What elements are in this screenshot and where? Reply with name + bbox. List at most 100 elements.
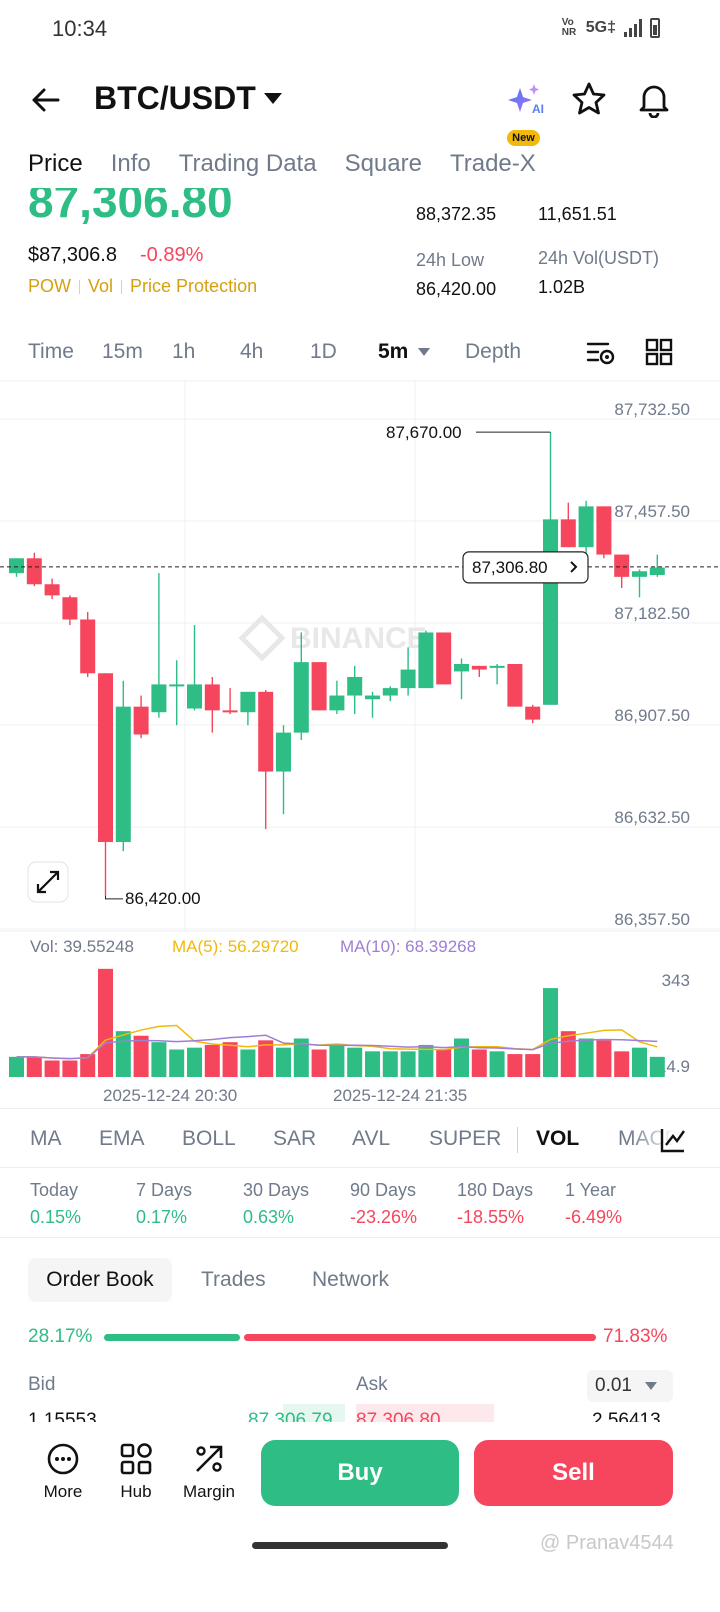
interval-time[interactable]: Time [28, 340, 74, 363]
perf-value: 0.15% [30, 1207, 82, 1227]
buy-button[interactable]: Buy [261, 1440, 459, 1506]
indicator-ma[interactable]: MA [30, 1127, 62, 1150]
layout-button[interactable] [645, 338, 673, 366]
chart-settings-icon [586, 342, 615, 365]
candle-body [418, 632, 434, 689]
current-price-tag[interactable]: 87,306.80 [462, 551, 589, 584]
volume-bar [578, 1038, 594, 1077]
favorite-button[interactable] [570, 80, 608, 118]
candle-body [115, 706, 131, 843]
bid-qty: 1.15553 [28, 1410, 97, 1422]
back-button[interactable] [28, 82, 64, 118]
volume-bar [115, 1031, 131, 1077]
price-chart[interactable]: BINANCE 87,732.50 87,457.50 87,182.50 86,90… [0, 380, 720, 1106]
interval-caret-icon[interactable] [418, 348, 430, 356]
interval-5m-selected[interactable]: 5m [378, 340, 409, 363]
volume-axis-min: 14.9 [657, 1057, 690, 1076]
volume-ma10-label: MA(10): 68.39268 [340, 937, 476, 956]
tag-vol[interactable]: Vol [88, 276, 114, 296]
candle-body [329, 695, 345, 711]
indicator-boll[interactable]: BOLL [182, 1127, 236, 1150]
candle-body [471, 665, 487, 670]
tag-price-protection[interactable]: Price Protection [130, 276, 258, 296]
tab-network[interactable]: Network [312, 1268, 390, 1291]
status-icons: Vo NR 5G‡ [562, 18, 660, 38]
volume-bar [240, 1049, 256, 1077]
perf-label: 30 Days [243, 1180, 310, 1200]
tab-trades[interactable]: Trades [201, 1268, 266, 1291]
ai-label: AI [532, 102, 544, 116]
perf-90d: 90 Days -23.26% [350, 1180, 417, 1228]
indicator-vol[interactable]: VOL [536, 1127, 580, 1150]
volume-axis-max: 343 [662, 971, 690, 990]
y-tick-label: 87,732.50 [614, 400, 690, 419]
interval-15m[interactable]: 15m [102, 340, 143, 363]
bell-icon [639, 85, 669, 119]
last-price-container: 87,306.80 [28, 188, 288, 224]
ask-qty: 2.56413 [592, 1410, 661, 1422]
x-tick-2: 2025-12-24 21:35 [333, 1086, 467, 1105]
interval-1h[interactable]: 1h [172, 340, 196, 363]
perf-180d: 180 Days -18.55% [457, 1180, 533, 1228]
precision-select[interactable]: 0.01 [587, 1370, 673, 1402]
volume-bar [649, 1056, 665, 1077]
candle-body [98, 673, 113, 843]
perf-7d: 7 Days 0.17% [136, 1180, 192, 1228]
candle-body [632, 571, 647, 577]
chart-settings-button[interactable] [586, 338, 616, 368]
expand-button[interactable] [27, 861, 69, 903]
chevron-right-icon [570, 561, 578, 573]
ask-price: 87,306.80 [356, 1410, 441, 1422]
interval-4h[interactable]: 4h [240, 340, 264, 363]
pair-title: BTC/USDT [94, 80, 256, 116]
candle-body [276, 732, 291, 772]
tab-info[interactable]: Info [110, 150, 151, 177]
tag-pow[interactable]: POW [28, 276, 71, 296]
candle-body [240, 691, 256, 713]
candle-body [560, 519, 576, 548]
interval-1d[interactable]: 1D [310, 340, 337, 363]
tab-price[interactable]: Price [28, 150, 83, 177]
home-indicator[interactable] [252, 1542, 448, 1549]
usd-price: $87,306.8 [28, 244, 117, 266]
more-button[interactable]: More [28, 1442, 98, 1502]
tab-trade-x[interactable]: Trade-X New [450, 130, 540, 178]
indicator-divider [517, 1127, 518, 1153]
volume-bar [204, 1044, 220, 1077]
volume-bar [418, 1044, 434, 1077]
volume-bar [293, 1038, 309, 1077]
candle-body [489, 665, 505, 668]
candle-body [311, 662, 327, 711]
arrow-left-icon [32, 88, 60, 112]
indicator-avl[interactable]: AVL [352, 1127, 391, 1150]
tab-trading-data[interactable]: Trading Data [178, 150, 317, 177]
vol-usdt-24h-label: 24h Vol(USDT) [538, 248, 660, 268]
volume-bar [525, 1054, 541, 1077]
candle-body [222, 710, 238, 713]
alert-button[interactable] [636, 80, 672, 119]
interval-depth[interactable]: Depth [465, 340, 522, 363]
high-24h-value: 88,372.35 [416, 204, 497, 224]
perf-value: -6.49% [565, 1207, 623, 1227]
indicator-tabs: MA EMA BOLL SAR AVL SUPER VOL MACD [0, 1108, 720, 1168]
sell-button[interactable]: Sell [474, 1440, 673, 1506]
tab-order-book[interactable]: Order Book [28, 1258, 172, 1302]
volume-bar [187, 1047, 202, 1077]
volume-bar [489, 1051, 505, 1077]
perf-value: -23.26% [350, 1207, 418, 1227]
volume-bar [9, 1056, 24, 1077]
hub-button[interactable]: Hub [101, 1442, 171, 1502]
pair-selector[interactable]: BTC/USDT [94, 80, 282, 117]
volume-bar [26, 1056, 42, 1077]
ai-button[interactable]: AI [506, 82, 546, 120]
margin-button[interactable]: Margin [174, 1442, 244, 1502]
drawing-tools-icon[interactable] [658, 1125, 688, 1155]
candle-body [525, 706, 541, 720]
low-24h-value: 86,420.00 [416, 279, 497, 299]
perf-today: Today 0.15% [30, 1180, 81, 1228]
tab-square[interactable]: Square [344, 150, 422, 177]
indicator-super[interactable]: SUPER [429, 1127, 502, 1150]
indicator-ema[interactable]: EMA [99, 1127, 145, 1150]
indicator-sar[interactable]: SAR [273, 1127, 317, 1150]
pair-tags: POW Vol Price Protection [28, 276, 257, 297]
